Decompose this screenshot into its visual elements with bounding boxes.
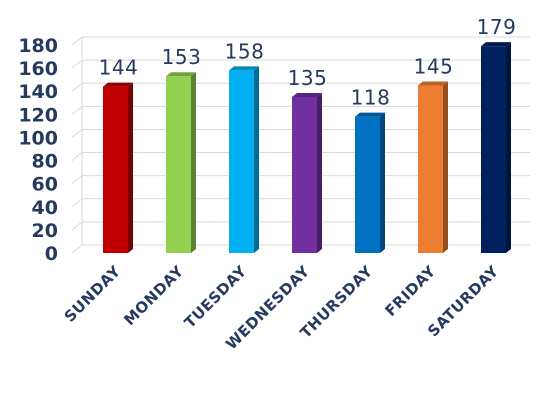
gridline-depth bbox=[71, 82, 83, 92]
bar bbox=[418, 81, 448, 253]
y-tick-label: 160 bbox=[18, 58, 58, 80]
bar-front bbox=[418, 85, 443, 253]
bar bbox=[166, 72, 196, 253]
y-tick-label: 100 bbox=[18, 127, 58, 149]
data-label: 135 bbox=[288, 66, 328, 90]
y-tick-label: 140 bbox=[18, 81, 58, 103]
bar-side bbox=[380, 112, 385, 254]
bar-side bbox=[317, 93, 322, 253]
data-label: 179 bbox=[477, 15, 517, 39]
bar-front bbox=[166, 76, 191, 253]
bar bbox=[481, 42, 511, 254]
bar-side bbox=[443, 81, 448, 253]
gridline-depth bbox=[71, 59, 83, 69]
y-tick-label: 60 bbox=[32, 174, 58, 196]
y-tick-label: 180 bbox=[18, 35, 58, 57]
bar-top bbox=[292, 93, 322, 97]
gridline-depth bbox=[71, 244, 83, 254]
data-label: 153 bbox=[162, 45, 202, 69]
bar-side bbox=[128, 82, 133, 253]
y-tick-label: 80 bbox=[32, 151, 58, 173]
gridline-depth bbox=[71, 129, 83, 138]
bar-front bbox=[481, 46, 506, 254]
data-label: 158 bbox=[225, 39, 265, 63]
x-tick-label: FRIDAY bbox=[381, 262, 439, 320]
bar-side bbox=[254, 66, 259, 253]
y-tick-label: 0 bbox=[45, 243, 58, 265]
bar-top bbox=[103, 82, 133, 87]
bar bbox=[103, 82, 133, 253]
bar-top bbox=[481, 42, 511, 47]
bar-front bbox=[229, 70, 254, 253]
gridline-depth bbox=[71, 175, 83, 185]
y-tick-label: 120 bbox=[18, 104, 58, 126]
bar-top bbox=[166, 72, 196, 77]
x-tick-label: SUNDAY bbox=[61, 262, 125, 326]
bar-top bbox=[418, 81, 448, 86]
gridline-depth bbox=[71, 105, 83, 115]
gridline-depth bbox=[71, 152, 83, 161]
bar-front bbox=[292, 97, 317, 253]
bar-side bbox=[506, 42, 511, 254]
data-label: 144 bbox=[99, 56, 139, 80]
data-label: 145 bbox=[414, 54, 454, 78]
gridline-depth bbox=[71, 36, 83, 46]
bar-front bbox=[103, 86, 128, 253]
bar-side bbox=[191, 72, 196, 253]
gridline-depth bbox=[71, 221, 83, 231]
data-labels: 144 153 158 135 118 145 179 bbox=[99, 15, 517, 110]
gridline-depth bbox=[71, 198, 83, 208]
bar bbox=[229, 66, 259, 253]
bars bbox=[103, 42, 511, 254]
data-label: 118 bbox=[351, 86, 391, 110]
bar bbox=[355, 112, 385, 254]
bar-top bbox=[229, 66, 259, 71]
bar-front bbox=[355, 116, 380, 254]
bar bbox=[292, 93, 322, 253]
bar-top bbox=[355, 112, 385, 117]
y-tick-label: 20 bbox=[32, 220, 58, 242]
x-tick-label: MONDAY bbox=[120, 262, 187, 329]
y-tick-label: 40 bbox=[32, 197, 58, 219]
